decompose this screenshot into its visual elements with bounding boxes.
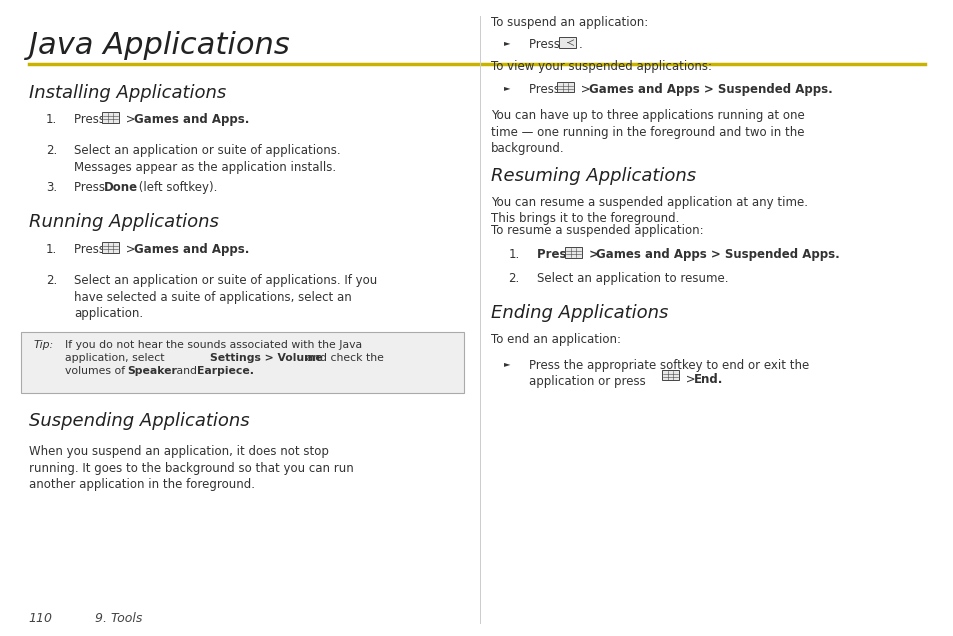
FancyBboxPatch shape [557, 82, 574, 92]
Text: 1.: 1. [508, 248, 519, 261]
Text: Earpiece.: Earpiece. [197, 366, 254, 376]
Text: Java Applications: Java Applications [29, 31, 289, 60]
Text: Games and Apps.: Games and Apps. [133, 113, 249, 126]
Text: .: . [578, 38, 582, 51]
Text: Select an application to resume.: Select an application to resume. [537, 272, 728, 285]
Text: and: and [172, 366, 200, 376]
Text: Press: Press [537, 248, 578, 261]
Text: Press: Press [74, 113, 109, 126]
Text: Press: Press [74, 243, 109, 256]
Text: ►: ► [503, 359, 510, 368]
Text: (left softkey).: (left softkey). [134, 181, 216, 194]
Text: Games and Apps > Suspended Apps.: Games and Apps > Suspended Apps. [596, 248, 840, 261]
Text: volumes of: volumes of [65, 366, 129, 376]
Text: 2.: 2. [46, 144, 57, 157]
Text: Speaker: Speaker [127, 366, 176, 376]
Text: Resuming Applications: Resuming Applications [491, 167, 696, 184]
Text: When you suspend an application, it does not stop
running. It goes to the backgr: When you suspend an application, it does… [29, 445, 353, 491]
Text: >: > [681, 373, 699, 386]
Text: You can resume a suspended application at any time.
This brings it to the foregr: You can resume a suspended application a… [491, 196, 807, 225]
Text: >: > [122, 113, 139, 126]
Text: 9. Tools: 9. Tools [95, 612, 143, 625]
Text: >: > [122, 243, 139, 256]
Text: >: > [577, 83, 594, 95]
Text: 2.: 2. [508, 272, 519, 285]
FancyBboxPatch shape [102, 113, 119, 123]
Text: Games and Apps.: Games and Apps. [133, 243, 249, 256]
Text: Press the appropriate softkey to end or exit the
application or press: Press the appropriate softkey to end or … [529, 359, 809, 388]
Text: End.: End. [693, 373, 722, 386]
FancyBboxPatch shape [564, 247, 581, 258]
Text: To resume a suspended application:: To resume a suspended application: [491, 224, 703, 237]
Text: 3.: 3. [46, 181, 57, 194]
Text: Running Applications: Running Applications [29, 213, 218, 231]
Text: ►: ► [503, 38, 510, 47]
Text: 1.: 1. [46, 113, 57, 126]
FancyBboxPatch shape [558, 38, 576, 48]
Text: Settings > Volume: Settings > Volume [210, 353, 322, 363]
FancyBboxPatch shape [661, 370, 679, 380]
Text: To end an application:: To end an application: [491, 333, 620, 346]
Text: and check the: and check the [303, 353, 384, 363]
Text: 2.: 2. [46, 274, 57, 287]
FancyBboxPatch shape [21, 332, 463, 393]
Text: Suspending Applications: Suspending Applications [29, 412, 249, 430]
Text: Press: Press [529, 83, 563, 95]
Text: Tip:: Tip: [33, 340, 53, 350]
Text: To suspend an application:: To suspend an application: [491, 16, 648, 29]
Text: >: > [584, 248, 602, 261]
Text: You can have up to three applications running at one
time — one running in the f: You can have up to three applications ru… [491, 109, 804, 155]
Text: If you do not hear the sounds associated with the Java
application, select: If you do not hear the sounds associated… [65, 340, 361, 363]
Text: ►: ► [503, 83, 510, 92]
Text: Select an application or suite of applications.
Messages appear as the applicati: Select an application or suite of applic… [74, 144, 340, 174]
Text: Games and Apps > Suspended Apps.: Games and Apps > Suspended Apps. [588, 83, 832, 95]
Text: Select an application or suite of applications. If you
have selected a suite of : Select an application or suite of applic… [74, 274, 377, 320]
Text: Installing Applications: Installing Applications [29, 84, 226, 102]
Text: 110: 110 [29, 612, 52, 625]
Text: Done: Done [104, 181, 138, 194]
Text: Press: Press [74, 181, 109, 194]
FancyBboxPatch shape [102, 242, 119, 252]
Text: 1.: 1. [46, 243, 57, 256]
Text: To view your suspended applications:: To view your suspended applications: [491, 60, 712, 73]
Text: Ending Applications: Ending Applications [491, 304, 668, 322]
Text: Press: Press [529, 38, 563, 51]
